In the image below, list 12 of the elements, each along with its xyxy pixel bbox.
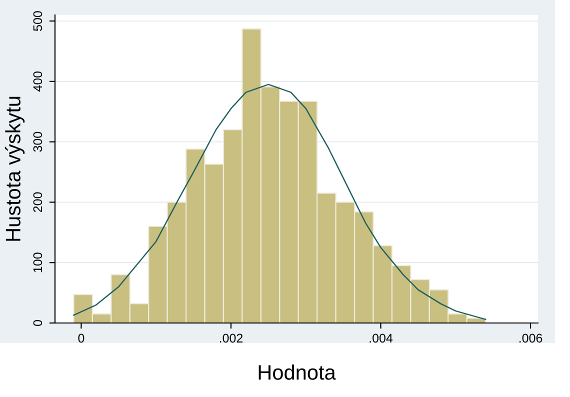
y-tick-label: 100: [33, 252, 42, 272]
x-tick-label: 0: [78, 334, 84, 343]
y-tick-label: 300: [33, 132, 42, 152]
y-tick-label: 400: [33, 71, 42, 92]
y-tick-label: 0: [33, 320, 42, 326]
y-tick-label: 200: [33, 192, 42, 212]
x-tick-label: .002: [220, 334, 243, 343]
x-tick-label: .004: [370, 334, 393, 343]
x-tick-label: .006: [519, 334, 542, 343]
y-tick-label: 500: [33, 11, 42, 31]
x-axis-title: Hodnota: [258, 364, 336, 380]
y-axis-title: Hustota výskytu: [4, 96, 25, 241]
